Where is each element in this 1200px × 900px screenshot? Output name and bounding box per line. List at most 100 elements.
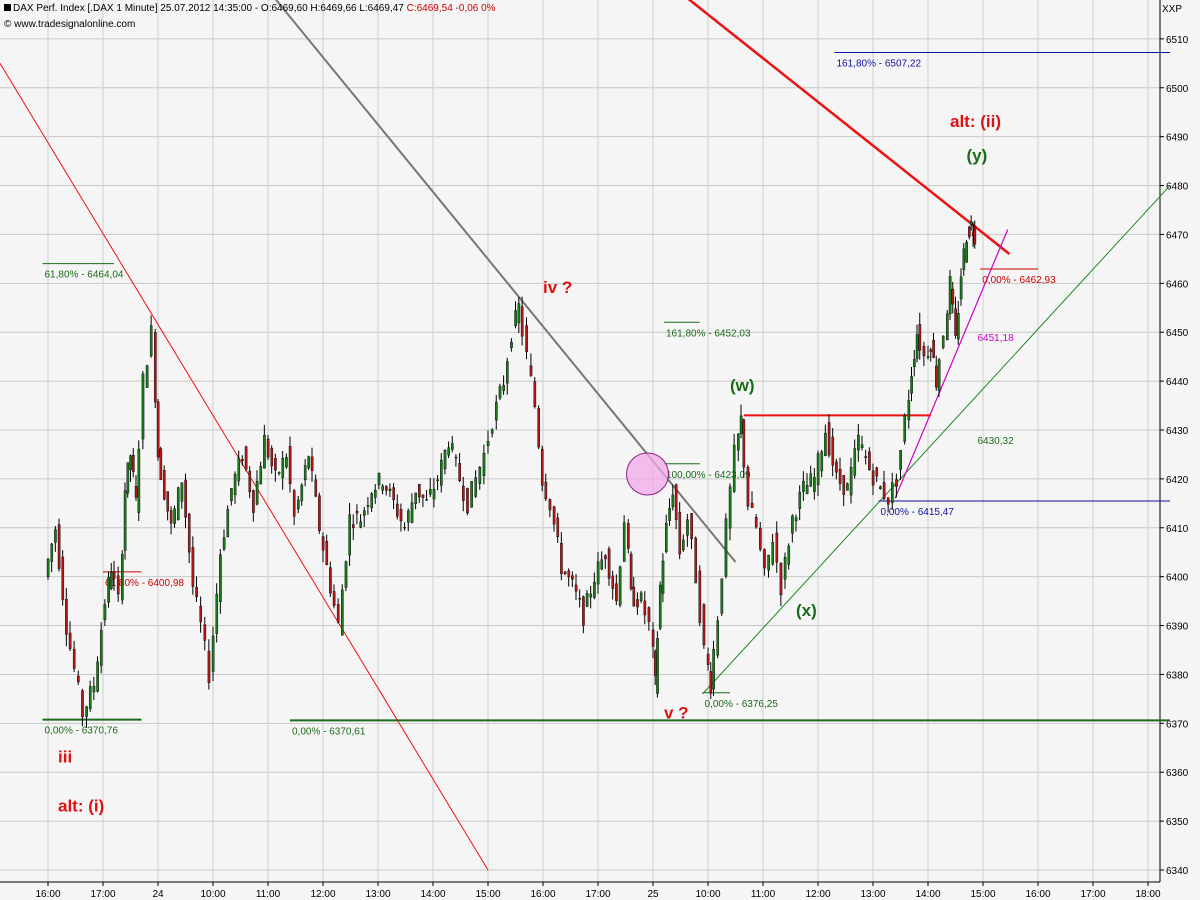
candle-body xyxy=(835,461,838,473)
x-tick-label: 10:00 xyxy=(200,889,225,900)
candle-body xyxy=(694,537,698,584)
candle-body xyxy=(137,448,141,513)
symbol-label: XXP xyxy=(1161,4,1182,15)
y-tick-label: 6370 xyxy=(1166,719,1189,730)
candle-body xyxy=(656,638,659,694)
candle-body xyxy=(396,503,399,517)
fib-level-label: 0,00% - 6376,25 xyxy=(705,699,779,710)
candle-body xyxy=(81,690,84,718)
candle-body xyxy=(418,484,421,498)
x-tick-label: 11:00 xyxy=(256,889,281,900)
candle-body xyxy=(622,522,626,562)
candle-body xyxy=(54,529,57,543)
candle-body xyxy=(746,466,750,507)
y-tick-label: 6380 xyxy=(1166,670,1189,681)
candle-body xyxy=(827,422,831,456)
candle-body xyxy=(381,485,384,491)
candle-body xyxy=(529,365,533,376)
candle-body xyxy=(962,248,966,270)
candle-body xyxy=(712,648,715,690)
x-tick-label: 24 xyxy=(152,889,164,900)
candle-body xyxy=(585,593,589,607)
candle-body xyxy=(92,685,96,693)
candle-body xyxy=(207,650,211,683)
plot-area xyxy=(0,0,1160,882)
candle-body xyxy=(270,448,274,467)
candle-body xyxy=(728,486,732,529)
candle-body xyxy=(482,452,486,477)
candle-body xyxy=(281,458,285,479)
info-icon xyxy=(4,4,11,11)
x-tick-label: 11:00 xyxy=(751,889,776,900)
candle-body xyxy=(329,567,332,594)
candle-body xyxy=(166,491,170,512)
candle-body xyxy=(344,561,348,588)
candle-body xyxy=(665,522,668,552)
candle-body xyxy=(813,477,816,493)
candle-body xyxy=(926,356,930,358)
candle-body xyxy=(440,459,443,486)
candle-body xyxy=(173,508,176,524)
candle-body xyxy=(739,415,743,435)
candle-body xyxy=(716,620,720,656)
candle-body xyxy=(838,469,842,484)
candle-body xyxy=(259,466,263,485)
candle-body xyxy=(458,463,461,482)
candle-body xyxy=(50,543,54,562)
candle-body xyxy=(658,584,662,629)
candle-body xyxy=(957,312,960,340)
candle-body xyxy=(46,558,50,578)
candle-body xyxy=(794,517,798,522)
candle-body xyxy=(292,490,296,517)
y-tick-label: 6350 xyxy=(1166,817,1189,828)
candle-body xyxy=(414,492,417,504)
candle-body xyxy=(886,497,890,505)
candle-body xyxy=(203,624,207,641)
candle-body xyxy=(846,483,849,491)
candles-group xyxy=(46,215,977,728)
candle-body xyxy=(116,575,120,595)
candle-body xyxy=(607,548,611,579)
y-tick-label: 6340 xyxy=(1166,866,1189,877)
x-tick-label: 16:00 xyxy=(530,889,555,900)
candle-body xyxy=(647,607,651,622)
candle-body xyxy=(191,547,195,587)
candle-body xyxy=(720,578,724,614)
fib-level-label: 161,80% - 6452,03 xyxy=(666,328,751,339)
trend-value-label: 6451,18 xyxy=(978,333,1015,344)
candle-body xyxy=(742,419,746,468)
y-tick-label: 6510 xyxy=(1166,35,1189,46)
y-tick-label: 6470 xyxy=(1166,230,1189,241)
candle-body xyxy=(563,571,567,574)
candle-body xyxy=(377,473,381,486)
candle-body xyxy=(454,456,458,459)
candle-body xyxy=(589,593,593,598)
candle-body xyxy=(895,479,898,487)
candle-body xyxy=(678,511,682,555)
instrument-name: DAX Perf. Index [.DAX 1 Minute] xyxy=(13,3,158,14)
y-tick-label: 6460 xyxy=(1166,279,1189,290)
candle-body xyxy=(65,599,68,635)
x-tick-label: 25 xyxy=(647,889,659,900)
x-tick-label: 17:00 xyxy=(1080,889,1105,900)
candle-body xyxy=(593,582,596,598)
candle-body xyxy=(809,473,813,487)
candle-body xyxy=(478,466,482,484)
fib-level-label: 61,80% - 6464,04 xyxy=(45,270,124,281)
candle-body xyxy=(779,563,783,596)
candle-body xyxy=(474,477,478,497)
candle-body xyxy=(321,536,325,551)
x-tick-label: 16:00 xyxy=(35,889,60,900)
candle-body xyxy=(783,557,787,580)
candle-body xyxy=(103,604,107,621)
candle-body xyxy=(443,450,447,470)
candle-body xyxy=(359,521,362,528)
candle-body xyxy=(132,455,135,472)
candle-body xyxy=(277,472,281,474)
candle-body xyxy=(698,570,702,623)
candle-body xyxy=(802,480,805,492)
candle-body xyxy=(767,554,770,571)
candle-body xyxy=(965,241,968,263)
